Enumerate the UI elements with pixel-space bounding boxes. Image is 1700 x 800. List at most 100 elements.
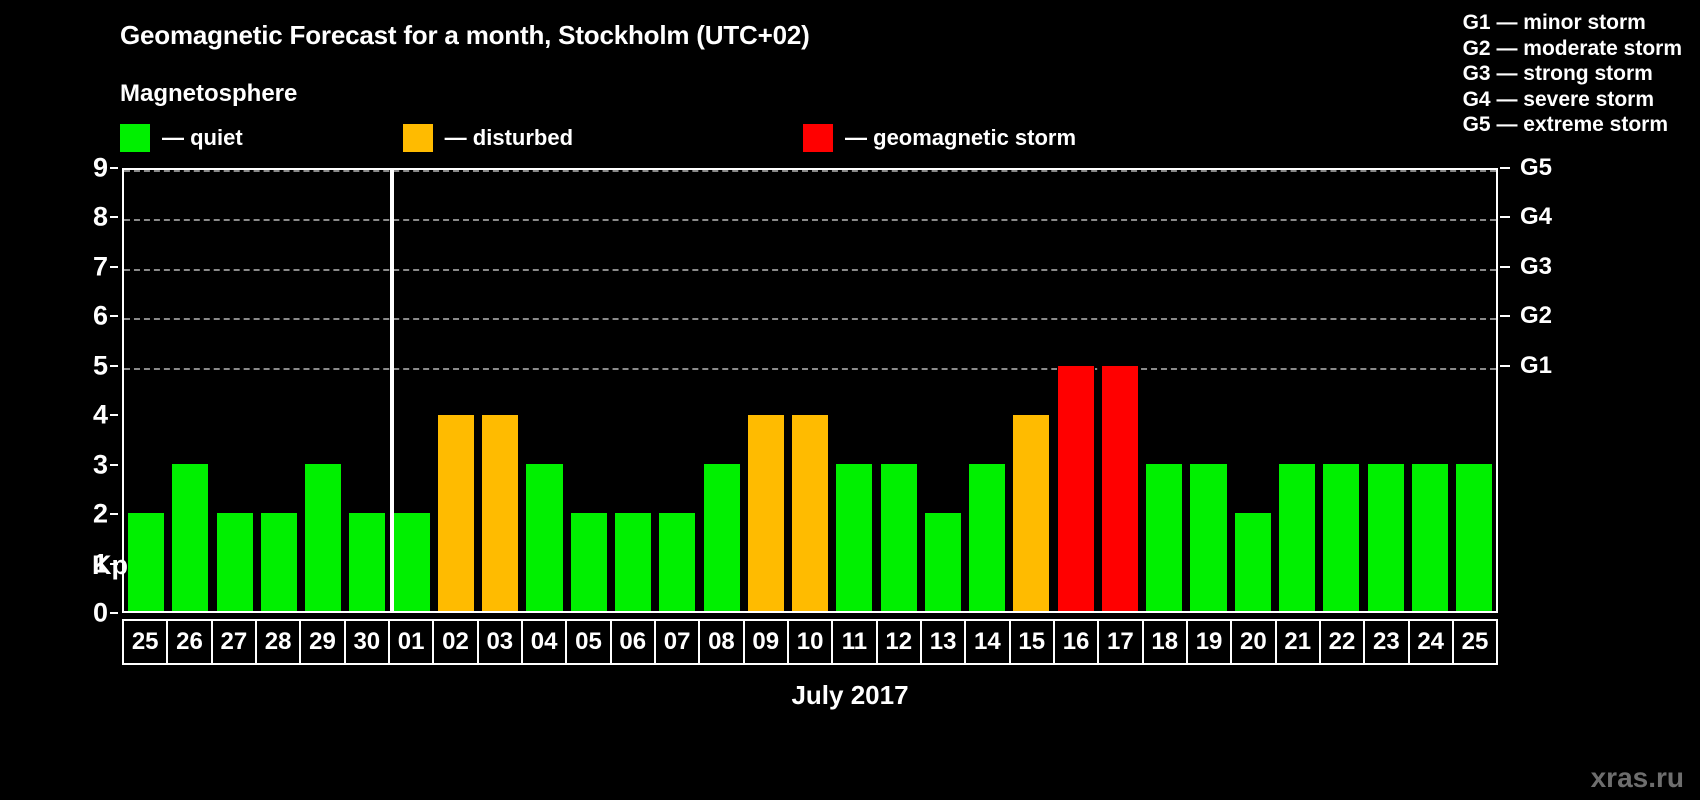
date-cell[interactable]: 03: [478, 621, 523, 663]
date-cell[interactable]: 24: [1409, 621, 1454, 663]
date-cell[interactable]: 26: [168, 621, 213, 663]
date-cell[interactable]: 05: [567, 621, 612, 663]
bar-slot[interactable]: [611, 170, 655, 611]
date-cell[interactable]: 28: [256, 621, 302, 663]
date-cell[interactable]: 27: [212, 621, 257, 663]
bar[interactable]: [1056, 366, 1095, 611]
date-cell[interactable]: 21: [1276, 621, 1321, 663]
bar-slot[interactable]: [478, 170, 522, 611]
bar-slot[interactable]: [655, 170, 699, 611]
bar[interactable]: [923, 513, 962, 611]
bar[interactable]: [525, 464, 564, 611]
date-cell[interactable]: 07: [655, 621, 701, 663]
bar[interactable]: [392, 513, 431, 611]
bar-slot[interactable]: [434, 170, 478, 611]
bar-slot[interactable]: [832, 170, 876, 611]
bar[interactable]: [1012, 415, 1051, 611]
date-cell[interactable]: 02: [434, 621, 479, 663]
g-tick-mark: [1500, 167, 1510, 169]
bar[interactable]: [658, 513, 697, 611]
bar-slot[interactable]: [877, 170, 921, 611]
bar-slot[interactable]: [744, 170, 788, 611]
bar-slot[interactable]: [301, 170, 345, 611]
bar[interactable]: [746, 415, 785, 611]
date-cell[interactable]: 18: [1143, 621, 1188, 663]
bar-slot[interactable]: [1142, 170, 1186, 611]
bar-slot[interactable]: [1319, 170, 1363, 611]
bar-slot[interactable]: [168, 170, 212, 611]
bar-slot[interactable]: [1054, 170, 1098, 611]
bar-slot[interactable]: [965, 170, 1009, 611]
bar[interactable]: [1366, 464, 1405, 611]
bar[interactable]: [215, 513, 254, 611]
date-cell[interactable]: 11: [833, 621, 878, 663]
bar[interactable]: [791, 415, 830, 611]
bar[interactable]: [702, 464, 741, 611]
bar[interactable]: [481, 415, 520, 611]
date-axis-row: 25 26 27 28 29 30 01 02 03 04 05 06 07 08 09 10 11 12 13 14…: [122, 619, 1498, 665]
date-cell[interactable]: 04: [522, 621, 568, 663]
date-cell[interactable]: 25: [124, 621, 169, 663]
bar[interactable]: [569, 513, 608, 611]
bar[interactable]: [1278, 464, 1317, 611]
bar-slot[interactable]: [1452, 170, 1496, 611]
bar[interactable]: [1322, 464, 1361, 611]
bar-slot[interactable]: [124, 170, 168, 611]
date-cell[interactable]: 17: [1099, 621, 1144, 663]
date-cell[interactable]: 23: [1365, 621, 1410, 663]
bar-slot[interactable]: [522, 170, 566, 611]
bar[interactable]: [1233, 513, 1272, 611]
date-cell[interactable]: 20: [1232, 621, 1277, 663]
bar[interactable]: [259, 513, 298, 611]
bar-slot[interactable]: [1009, 170, 1053, 611]
bar-slot[interactable]: [1231, 170, 1275, 611]
bar-slot[interactable]: [390, 170, 434, 611]
date-cell[interactable]: 12: [877, 621, 922, 663]
bar-slot[interactable]: [921, 170, 965, 611]
bar[interactable]: [968, 464, 1007, 611]
bar[interactable]: [1189, 464, 1228, 611]
date-cell[interactable]: 08: [700, 621, 745, 663]
date-cell[interactable]: 01: [389, 621, 435, 663]
bar-slot[interactable]: [1098, 170, 1142, 611]
date-cell[interactable]: 10: [788, 621, 834, 663]
bar-slot[interactable]: [699, 170, 743, 611]
g-scale-legend: G1 — minor storm G2 — moderate storm G3 — …: [1463, 10, 1682, 138]
bar[interactable]: [1455, 464, 1494, 611]
date-cell[interactable]: 25: [1453, 621, 1497, 663]
bar[interactable]: [1100, 366, 1139, 611]
g-tick-label: G3: [1520, 252, 1553, 280]
date-cell[interactable]: 22: [1320, 621, 1366, 663]
g-scale-axis: G5 G4 G3 G2 G1: [1500, 154, 1680, 613]
date-cell[interactable]: 16: [1054, 621, 1100, 663]
legend-entry: — disturbed: [402, 124, 573, 152]
plot-area: [122, 168, 1498, 613]
bar[interactable]: [1410, 464, 1449, 611]
bar[interactable]: [171, 464, 210, 611]
bar[interactable]: [304, 464, 343, 611]
bar[interactable]: [879, 464, 918, 611]
bar[interactable]: [614, 513, 653, 611]
bar-slot[interactable]: [1363, 170, 1407, 611]
bar-slot[interactable]: [213, 170, 257, 611]
bar-slot[interactable]: [567, 170, 611, 611]
bar-slot[interactable]: [257, 170, 301, 611]
date-cell[interactable]: 15: [1010, 621, 1055, 663]
date-cell[interactable]: 19: [1187, 621, 1233, 663]
bar-slot[interactable]: [1186, 170, 1230, 611]
bar-slot[interactable]: [345, 170, 389, 611]
bar[interactable]: [127, 513, 166, 611]
bar-slot[interactable]: [1275, 170, 1319, 611]
bar[interactable]: [348, 513, 387, 611]
bar[interactable]: [835, 464, 874, 611]
bar-slot[interactable]: [1408, 170, 1452, 611]
bar[interactable]: [436, 415, 476, 611]
date-cell[interactable]: 14: [966, 621, 1011, 663]
date-cell[interactable]: 30: [345, 621, 390, 663]
bar-slot[interactable]: [788, 170, 832, 611]
date-cell[interactable]: 13: [921, 621, 967, 663]
bar[interactable]: [1145, 464, 1184, 611]
date-cell[interactable]: 29: [301, 621, 346, 663]
date-cell[interactable]: 06: [611, 621, 656, 663]
date-cell[interactable]: 09: [744, 621, 789, 663]
